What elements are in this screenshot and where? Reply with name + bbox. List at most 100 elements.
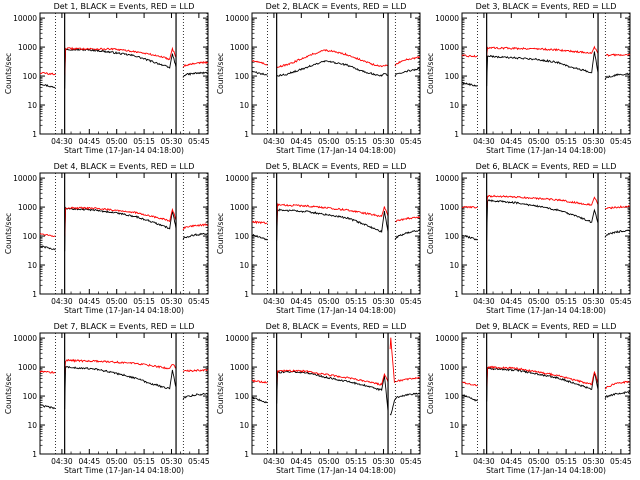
panel-det-9: Det 9, BLACK = Events, RED = LLD 1 10 100 10… — [426, 322, 632, 475]
events-series-line — [461, 234, 478, 241]
y-axis-label: Counts/sec — [216, 373, 225, 414]
y-tick-label: 1 — [244, 450, 249, 459]
x-tick-label: 05:15 — [345, 297, 367, 306]
y-tick-label: 1 — [454, 450, 459, 459]
x-tick-label: 04:45 — [78, 297, 100, 306]
y-tick-label: 1 — [32, 450, 37, 459]
panel-det-8: Det 8, BLACK = Events, RED = LLD 1 10 100 10… — [216, 322, 422, 475]
x-axis-label: Start Time (17-Jan-14 04:18:00) — [486, 146, 606, 155]
y-tick-label: 1000 — [18, 203, 37, 212]
panel-det-3: Det 3, BLACK = Events, RED = LLD 1 10 100 10… — [426, 2, 632, 155]
lld-series-line — [64, 358, 177, 374]
plot-frame — [461, 172, 631, 295]
x-tick-label: 04:30 — [473, 137, 495, 146]
x-tick-label: 05:00 — [528, 137, 550, 146]
x-axis-label: Start Time (17-Jan-14 04:18:00) — [64, 466, 184, 475]
x-tick-label: 05:30 — [583, 297, 605, 306]
events-series-line — [64, 206, 177, 252]
events-series-line — [604, 72, 630, 80]
x-tick-label: 05:00 — [318, 297, 340, 306]
x-axis-label: Start Time (17-Jan-14 04:18:00) — [276, 306, 396, 315]
y-tick-label: 1000 — [440, 363, 459, 372]
x-tick-label: 05:00 — [106, 297, 128, 306]
panel-det-4: Det 4, BLACK = Events, RED = LLD 1 10 100 10… — [4, 162, 210, 315]
x-tick-label: 05:30 — [373, 457, 395, 466]
x-tick-label: 05:30 — [161, 137, 183, 146]
y-tick-label: 1 — [32, 290, 37, 299]
x-tick-label: 05:00 — [318, 457, 340, 466]
x-tick-label: 04:45 — [78, 457, 100, 466]
y-tick-label: 1 — [244, 290, 249, 299]
panel-det-7: Det 7, BLACK = Events, RED = LLD 1 10 100 10… — [4, 322, 210, 475]
y-axis-label: Counts/sec — [426, 53, 435, 94]
x-tick-label: 05:45 — [188, 457, 210, 466]
plot-frame — [39, 332, 209, 455]
y-tick-label: 10000 — [225, 14, 249, 23]
x-tick-label: 05:30 — [583, 137, 605, 146]
x-tick-label: 05:45 — [610, 137, 632, 146]
y-axis-label: Counts/sec — [4, 213, 13, 254]
panel-det-5: Det 5, BLACK = Events, RED = LLD 1 10 100 10… — [216, 162, 422, 315]
lld-series-line — [182, 223, 209, 231]
x-tick-label: 04:45 — [500, 457, 522, 466]
y-tick-label: 10 — [449, 421, 459, 430]
x-tick-label: 05:30 — [161, 297, 183, 306]
lld-series-line — [486, 45, 599, 57]
lld-series-line — [604, 53, 631, 57]
events-series-line — [182, 232, 209, 240]
x-tick-label: 04:30 — [473, 297, 495, 306]
panel-title: Det 7, BLACK = Events, RED = LLD — [54, 322, 195, 331]
events-series-line — [486, 198, 599, 241]
x-axis-label: Start Time (17-Jan-14 04:18:00) — [276, 146, 396, 155]
lld-series-line — [251, 60, 268, 66]
events-series-line — [394, 67, 421, 77]
lld-series-line — [394, 56, 421, 67]
x-tick-label: 05:45 — [188, 137, 210, 146]
x-axis-label: Start Time (17-Jan-14 04:18:00) — [64, 306, 184, 315]
x-tick-label: 05:30 — [373, 137, 395, 146]
events-series-line — [486, 366, 599, 402]
x-tick-label: 05:00 — [318, 137, 340, 146]
x-tick-label: 04:30 — [51, 297, 73, 306]
y-tick-label: 1000 — [18, 363, 37, 372]
lld-series-line — [604, 204, 630, 210]
y-tick-label: 10 — [239, 101, 249, 110]
y-tick-label: 1000 — [230, 363, 249, 372]
y-tick-label: 1 — [32, 130, 37, 139]
y-tick-label: 100 — [23, 72, 38, 81]
events-series-line — [604, 390, 631, 399]
lld-series-line — [276, 369, 389, 386]
lld-series-line — [604, 380, 631, 390]
events-series-line — [394, 228, 421, 240]
lld-series-line — [64, 46, 177, 75]
lld-series-line — [39, 72, 56, 76]
events-series-line — [39, 83, 56, 89]
x-tick-label: 04:30 — [51, 137, 73, 146]
y-tick-label: 10 — [449, 261, 459, 270]
y-axis-label: Counts/sec — [216, 53, 225, 94]
lld-series-line — [251, 220, 268, 225]
lld-series-line — [486, 365, 599, 387]
x-tick-label: 04:45 — [290, 137, 312, 146]
lld-series-line — [394, 216, 421, 223]
x-tick-label: 04:45 — [290, 457, 312, 466]
lld-series-line — [182, 60, 209, 68]
x-tick-label: 05:30 — [161, 457, 183, 466]
x-tick-label: 05:30 — [583, 457, 605, 466]
y-tick-label: 1000 — [230, 43, 249, 52]
events-series-line — [461, 81, 478, 87]
y-tick-label: 1000 — [440, 203, 459, 212]
x-tick-label: 05:15 — [555, 137, 577, 146]
x-tick-label: 04:45 — [78, 137, 100, 146]
y-tick-label: 1 — [244, 130, 249, 139]
events-series-line — [251, 70, 268, 76]
events-series-line — [486, 51, 599, 87]
x-tick-label: 05:45 — [610, 457, 632, 466]
x-tick-label: 05:15 — [133, 137, 155, 146]
plot-frame — [251, 12, 421, 135]
x-tick-label: 05:15 — [133, 457, 155, 466]
panel-title: Det 9, BLACK = Events, RED = LLD — [476, 322, 617, 331]
y-tick-label: 100 — [445, 232, 460, 241]
panel-det-1: Det 1, BLACK = Events, RED = LLD 1 10 100 10… — [4, 2, 210, 155]
